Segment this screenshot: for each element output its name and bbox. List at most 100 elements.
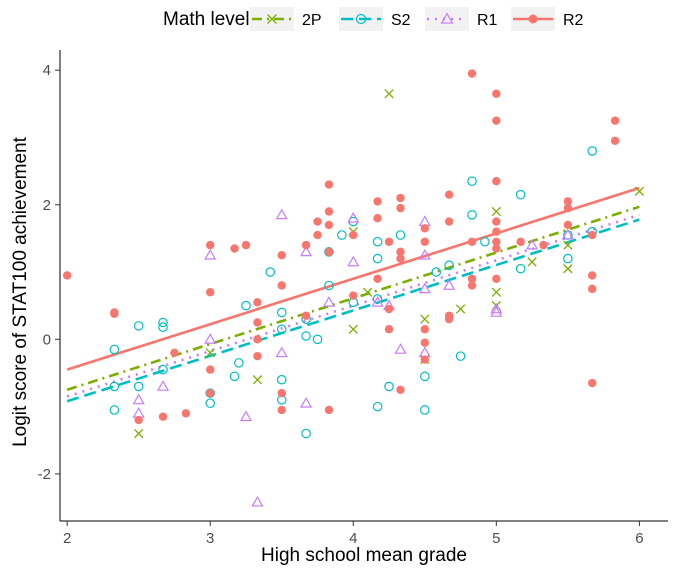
point-r1: [204, 248, 217, 260]
point-r1: [347, 211, 360, 223]
x-tick-label: 4: [349, 530, 357, 547]
point-r2: [420, 237, 429, 246]
point-2p: [134, 428, 144, 439]
point-r2: [206, 365, 215, 374]
point-s2: [587, 146, 597, 156]
point-r2: [277, 405, 286, 415]
point-r2: [587, 230, 597, 240]
point-r2: [396, 247, 405, 257]
point-s2: [265, 267, 276, 277]
point-r1: [526, 238, 539, 250]
point-s2: [419, 371, 430, 382]
point-r2: [516, 237, 525, 246]
legend-item-s2: S2: [339, 7, 411, 31]
x-tick-label: 5: [492, 530, 500, 547]
point-r2: [158, 412, 168, 421]
fit-line-2p: [66, 205, 640, 392]
point-s2: [431, 267, 442, 277]
point-s2: [133, 321, 144, 331]
point-r1: [561, 228, 574, 240]
point-s2: [480, 236, 490, 247]
point-r1: [371, 296, 384, 307]
point-r1: [299, 397, 313, 408]
series-s2: [109, 146, 597, 439]
point-r2: [301, 240, 311, 250]
point-r1: [347, 255, 360, 267]
point-r1: [239, 410, 253, 422]
point-s2: [241, 300, 251, 311]
series-2p: [134, 89, 645, 439]
y-tick-label: 2: [43, 197, 51, 214]
point-r2: [384, 237, 394, 246]
point-s2: [372, 401, 383, 412]
point-r2: [241, 240, 251, 250]
point-r2: [420, 355, 429, 364]
point-r2: [492, 244, 501, 253]
fit-line-s2: [66, 218, 640, 403]
point-r2: [181, 409, 191, 418]
point-2p: [362, 287, 373, 297]
point-r2: [230, 244, 239, 253]
y-tick-label: 0: [43, 331, 51, 348]
point-r2: [170, 348, 179, 357]
point-r2: [324, 207, 334, 216]
legend-marker-r1: [440, 12, 454, 24]
point-r2: [324, 405, 334, 415]
legend-marker-r2: [528, 14, 538, 24]
point-r2: [492, 116, 501, 125]
point-r2: [277, 281, 286, 290]
point-r2: [420, 325, 429, 334]
legend-title: Math level: [163, 9, 250, 30]
point-r1: [394, 343, 407, 354]
point-r2: [396, 254, 405, 263]
point-r1: [156, 380, 170, 391]
series-r2: [62, 69, 620, 425]
point-r2: [206, 240, 215, 250]
fit-line-r2: [66, 186, 640, 371]
point-s2: [276, 324, 287, 335]
point-r1: [418, 248, 431, 260]
point-s2: [109, 344, 120, 355]
point-2p: [252, 375, 263, 385]
point-r2: [444, 217, 454, 226]
fit-line-r1: [66, 213, 640, 398]
point-r1: [490, 302, 503, 314]
point-r2: [62, 271, 72, 280]
point-2p: [455, 304, 466, 314]
point-2p: [348, 324, 358, 334]
point-r1: [275, 208, 288, 220]
point-s2: [563, 253, 573, 264]
legend-marker-2p: [267, 14, 277, 24]
point-r2: [253, 335, 262, 344]
point-r2: [349, 291, 358, 300]
point-s2: [455, 351, 466, 361]
point-r2: [492, 89, 501, 98]
point-r2: [206, 388, 215, 398]
point-r2: [396, 385, 405, 394]
legend-item-r2: R2: [511, 7, 584, 31]
point-r2: [277, 388, 286, 398]
point-r2: [373, 274, 382, 283]
point-s2: [158, 322, 168, 333]
point-2p: [634, 186, 645, 196]
point-s2: [276, 307, 287, 318]
point-r2: [206, 288, 215, 297]
y-axis-title: Logit score of STAT100 achievement: [10, 136, 31, 447]
x-tick-label: 3: [206, 530, 214, 547]
point-r1: [132, 393, 145, 405]
point-s2: [276, 374, 287, 385]
point-s2: [372, 236, 383, 247]
x-axis-title: High school mean grade: [261, 545, 467, 566]
point-s2: [515, 189, 526, 200]
point-r2: [467, 274, 477, 283]
point-s2: [384, 381, 394, 392]
point-r2: [539, 240, 548, 250]
point-s2: [444, 260, 454, 271]
axes: 2 3 4 5 6 -2 0 2 4: [38, 50, 668, 547]
data-points: [62, 69, 645, 507]
point-r2: [384, 304, 394, 314]
point-r2: [563, 197, 573, 206]
point-r1: [322, 296, 336, 307]
point-r2: [313, 217, 322, 226]
point-r2: [324, 247, 334, 257]
